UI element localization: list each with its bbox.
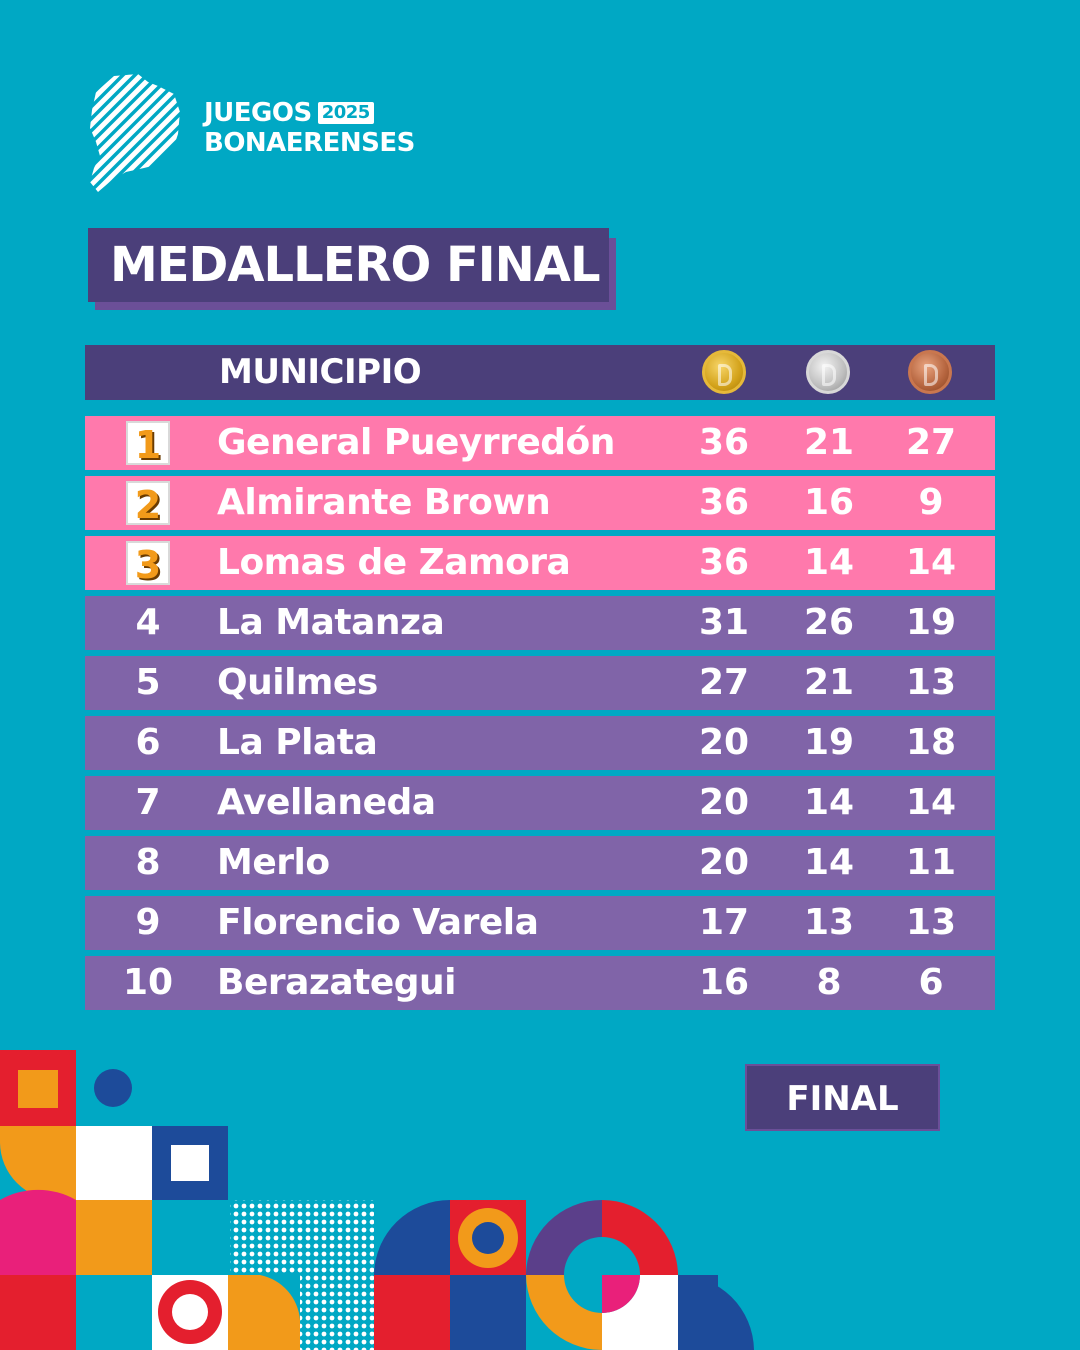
rank-number: 8 bbox=[135, 842, 161, 883]
page-title: MEDALLERO FINAL bbox=[88, 228, 609, 302]
table-row: 6 La Plata 20 19 18 bbox=[85, 716, 995, 770]
gold-count: 16 bbox=[698, 962, 750, 1003]
municipality-name: General Pueyrredón bbox=[217, 422, 615, 463]
table-row: 1 General Pueyrredón 36 21 27 bbox=[85, 416, 995, 470]
table-header: MUNICIPIO bbox=[85, 345, 995, 400]
municipality-name: Florencio Varela bbox=[217, 902, 539, 943]
gold-count: 36 bbox=[698, 542, 750, 583]
rank-badge: 3 bbox=[126, 541, 170, 587]
logo-line2: BONAERENSES bbox=[204, 128, 415, 158]
rank-number: 3 bbox=[134, 543, 162, 587]
bronze-count: 6 bbox=[918, 962, 944, 1003]
silver-count: 8 bbox=[816, 962, 842, 1003]
bronze-count: 18 bbox=[905, 722, 957, 763]
silver-count: 21 bbox=[803, 422, 855, 463]
gold-count: 20 bbox=[698, 842, 750, 883]
bronze-count: 13 bbox=[905, 902, 957, 943]
table-row: 3 Lomas de Zamora 36 14 14 bbox=[85, 536, 995, 590]
rank-number: 4 bbox=[135, 602, 161, 643]
gold-count: 36 bbox=[698, 482, 750, 523]
logo-line1: JUEGOS bbox=[204, 98, 312, 128]
silver-count: 14 bbox=[803, 782, 855, 823]
province-map-icon bbox=[90, 74, 180, 192]
gold-count: 20 bbox=[698, 722, 750, 763]
bronze-count: 9 bbox=[918, 482, 944, 523]
rank-number: 1 bbox=[134, 423, 162, 467]
rank-number: 7 bbox=[135, 782, 161, 823]
rank-number: 5 bbox=[135, 662, 161, 703]
bronze-medal-icon bbox=[908, 350, 952, 394]
rank-number: 9 bbox=[135, 902, 161, 943]
silver-count: 26 bbox=[803, 602, 855, 643]
silver-count: 13 bbox=[803, 902, 855, 943]
rank-number: 10 bbox=[122, 962, 174, 1003]
rank-badge: 1 bbox=[126, 421, 170, 467]
gold-count: 36 bbox=[698, 422, 750, 463]
bronze-count: 14 bbox=[905, 542, 957, 583]
municipio-column-header: MUNICIPIO bbox=[219, 352, 422, 392]
gold-count: 31 bbox=[698, 602, 750, 643]
juegos-bonaerenses-logo: JUEGOS 2025 BONAERENSES bbox=[86, 72, 426, 197]
silver-count: 14 bbox=[803, 542, 855, 583]
logo-wordmark: JUEGOS 2025 BONAERENSES bbox=[204, 98, 415, 158]
rank-badge: 2 bbox=[126, 481, 170, 527]
table-row: 8 Merlo 20 14 11 bbox=[85, 836, 995, 890]
logo-year-badge: 2025 bbox=[317, 102, 374, 124]
bronze-count: 19 bbox=[905, 602, 957, 643]
bronze-count: 11 bbox=[905, 842, 957, 883]
table-row: 10 Berazategui 16 8 6 bbox=[85, 956, 995, 1010]
table-row: 9 Florencio Varela 17 13 13 bbox=[85, 896, 995, 950]
silver-medal-icon bbox=[806, 350, 850, 394]
gold-count: 27 bbox=[698, 662, 750, 703]
rank-number: 2 bbox=[134, 483, 162, 527]
rank-number: 6 bbox=[135, 722, 161, 763]
silver-count: 21 bbox=[803, 662, 855, 703]
table-row: 4 La Matanza 31 26 19 bbox=[85, 596, 995, 650]
bronze-count: 13 bbox=[905, 662, 957, 703]
gold-count: 20 bbox=[698, 782, 750, 823]
silver-count: 16 bbox=[803, 482, 855, 523]
bronze-count: 14 bbox=[905, 782, 957, 823]
silver-count: 19 bbox=[803, 722, 855, 763]
municipality-name: Merlo bbox=[217, 842, 330, 883]
municipality-name: La Matanza bbox=[217, 602, 445, 643]
municipality-name: Quilmes bbox=[217, 662, 378, 703]
municipality-name: Avellaneda bbox=[217, 782, 436, 823]
municipality-name: Berazategui bbox=[217, 962, 457, 1003]
table-row: 2 Almirante Brown 36 16 9 bbox=[85, 476, 995, 530]
municipality-name: Almirante Brown bbox=[217, 482, 551, 523]
gold-medal-icon bbox=[702, 350, 746, 394]
municipality-name: La Plata bbox=[217, 722, 378, 763]
municipality-name: Lomas de Zamora bbox=[217, 542, 571, 583]
final-badge: FINAL bbox=[745, 1064, 940, 1131]
table-row: 7 Avellaneda 20 14 14 bbox=[85, 776, 995, 830]
table-row: 5 Quilmes 27 21 13 bbox=[85, 656, 995, 710]
gold-count: 17 bbox=[698, 902, 750, 943]
bronze-count: 27 bbox=[905, 422, 957, 463]
silver-count: 14 bbox=[803, 842, 855, 883]
decorative-pattern bbox=[0, 1050, 754, 1350]
